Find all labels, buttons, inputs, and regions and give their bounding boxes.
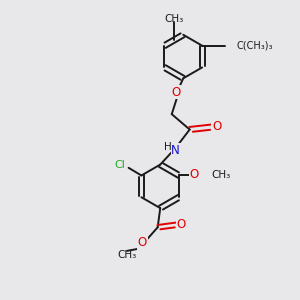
Text: CH₃: CH₃: [164, 14, 184, 24]
Text: N: N: [171, 144, 180, 157]
Text: Cl: Cl: [114, 160, 125, 170]
Text: CH₃: CH₃: [211, 170, 230, 181]
Text: H: H: [164, 142, 172, 152]
Text: O: O: [171, 86, 180, 99]
Text: O: O: [212, 121, 221, 134]
Text: O: O: [177, 218, 186, 231]
Text: CH₃: CH₃: [117, 250, 136, 260]
Text: C(CH₃)₃: C(CH₃)₃: [237, 41, 273, 51]
Text: O: O: [138, 236, 147, 249]
Text: O: O: [190, 168, 199, 181]
